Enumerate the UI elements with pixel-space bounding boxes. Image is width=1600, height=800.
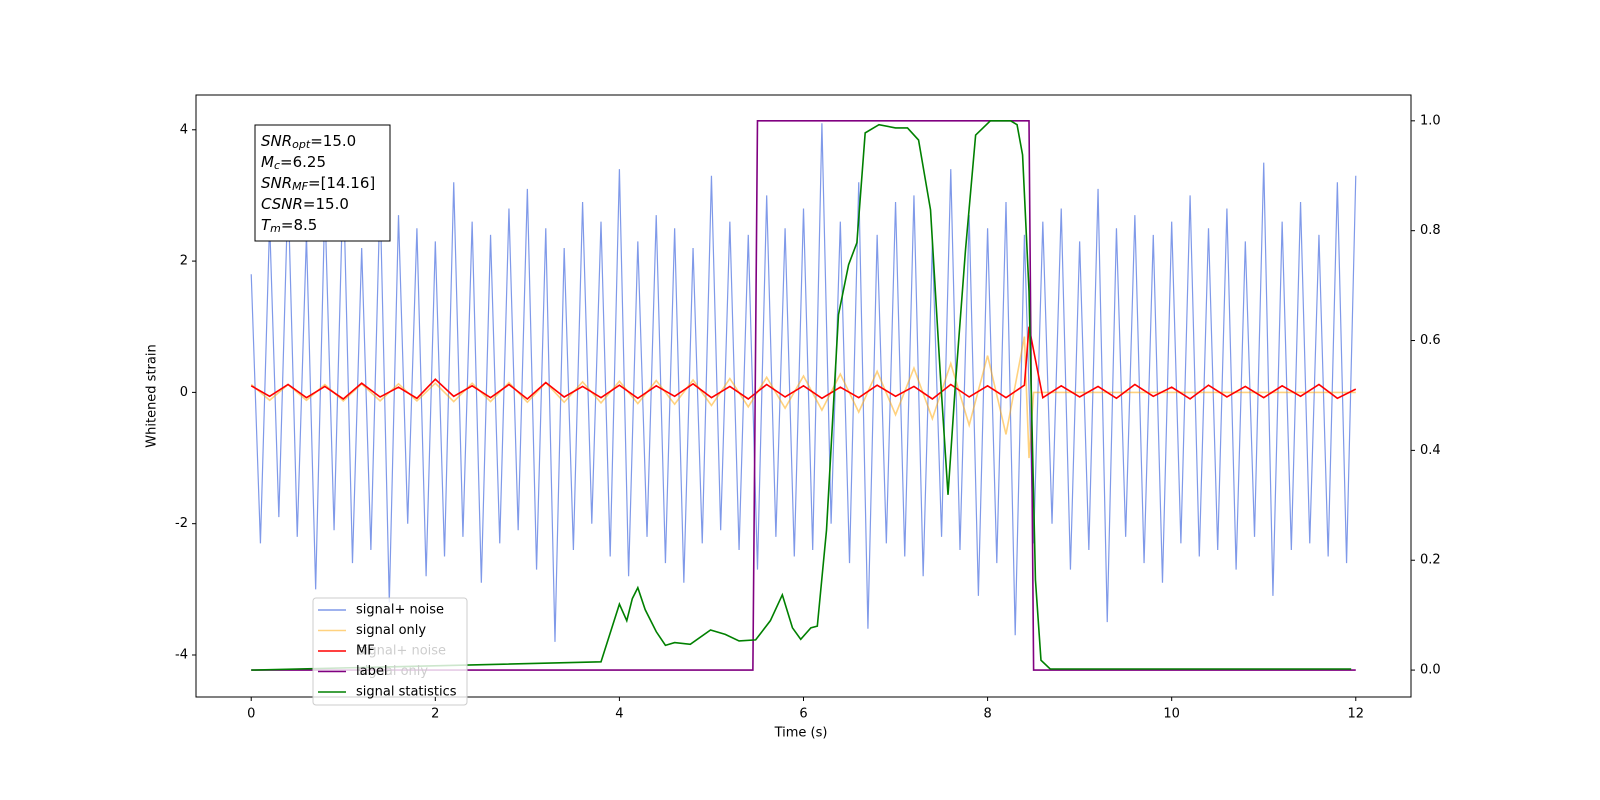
annotation-value: =6.25 <box>280 153 326 171</box>
legend-label: signal+ noise <box>356 603 444 618</box>
x-tick-label: 10 <box>1163 707 1180 722</box>
annotation-symbol: CSNR <box>261 195 303 213</box>
legend-label: MF <box>356 644 375 659</box>
annotation-subscript: c <box>274 159 280 172</box>
annotation: SNRMF=[14.16] <box>261 174 375 194</box>
y2-tick-label: 0.0 <box>1420 663 1441 678</box>
annotation-symbol: M <box>261 153 274 171</box>
x-tick-label: 4 <box>615 707 623 722</box>
annotation-box <box>254 124 391 242</box>
legend-label: signal only <box>356 623 426 638</box>
series-line <box>250 326 1357 400</box>
y2-tick-label: 0.6 <box>1420 333 1441 348</box>
annotation-value: =15.0 <box>310 132 356 150</box>
series-line <box>251 120 1356 671</box>
series-line <box>251 120 1352 671</box>
annotation: Tm=8.5 <box>261 216 317 236</box>
annotation-value: =8.5 <box>281 216 317 234</box>
annotation-subscript: m <box>270 222 281 235</box>
annotation: SNRopt=15.0 <box>261 132 356 152</box>
legend-label: signal statistics <box>356 685 457 700</box>
y-tick-label: -2 <box>175 516 188 531</box>
y-tick-label: -4 <box>175 647 188 662</box>
annotation-symbol: SNR <box>261 174 292 192</box>
annotation-value: =15.0 <box>303 195 349 213</box>
x-tick-label: 2 <box>431 707 439 722</box>
y2-tick-label: 0.8 <box>1420 223 1441 238</box>
x-tick-label: 8 <box>983 707 991 722</box>
annotation: Mc=6.25 <box>261 153 326 173</box>
legend-label: label <box>356 664 387 679</box>
annotations: SNRopt=15.0Mc=6.25SNRMF=[14.16]CSNR=15.0… <box>261 132 375 236</box>
y-tick-label: 0 <box>180 385 188 400</box>
annotation-subscript: MF <box>292 180 308 193</box>
y2-tick-label: 0.2 <box>1420 553 1441 568</box>
legend-box <box>312 597 468 706</box>
series-line <box>250 123 1357 642</box>
x-tick-label: 12 <box>1347 707 1364 722</box>
annotation: CSNR=15.0 <box>261 195 349 213</box>
y-tick-label: 2 <box>180 254 188 269</box>
y-tick-label: 4 <box>180 122 188 137</box>
y2-tick-label: 0.4 <box>1420 443 1441 458</box>
x-tick-label: 6 <box>799 707 807 722</box>
x-axis-label: Time (s) <box>774 726 828 741</box>
plot-area <box>250 120 1357 671</box>
annotation-symbol: T <box>261 216 272 234</box>
y-axis-label: Whitened strain <box>145 344 160 447</box>
x-tick-label: 0 <box>247 707 255 722</box>
y2-tick-label: 1.0 <box>1420 113 1441 128</box>
annotation-value: =[14.16] <box>308 174 375 192</box>
annotation-symbol: SNR <box>261 132 292 150</box>
annotation-subscript: opt <box>292 138 311 151</box>
